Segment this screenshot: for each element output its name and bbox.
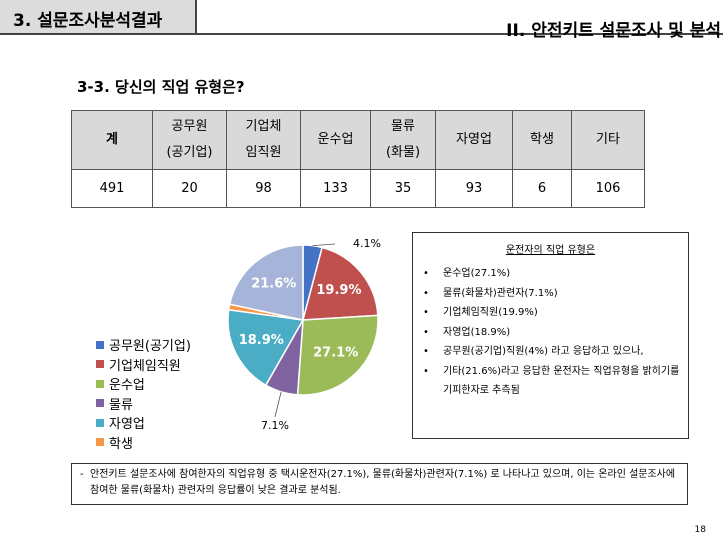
- header-public: 공무원 (공기업): [152, 110, 227, 170]
- summary-item: 기업체임직원(19.9%): [421, 303, 680, 323]
- summary-list: 운수업(27.1%)물류(화물차)관련자(7.1%)기업체임직원(19.9%)자…: [421, 264, 680, 401]
- value-company: 98: [226, 169, 301, 208]
- pie-slice: [227, 308, 305, 387]
- analysis-note: - 안전키트 설문조사에 참여한자의 직업유형 중 택시운전자(27.1%), …: [71, 463, 688, 505]
- value-other: 106: [571, 169, 645, 208]
- question-title: 3-3. 당신의 직업 유형은?: [77, 78, 245, 96]
- header-logistics: 물류 (화물): [370, 110, 436, 170]
- legend-item: 학생: [96, 433, 191, 453]
- legend-label: 학생: [109, 436, 133, 452]
- summary-item: 기타(21.6%)라고 응답한 운전자는 직업유형을 밝히기를 기피한자로 추측…: [421, 362, 680, 401]
- pie-slice: [302, 246, 379, 321]
- legend-label: 기업체임직원: [109, 358, 181, 374]
- pie-data-label: 4.1%: [353, 237, 381, 250]
- value-student: 6: [512, 169, 572, 208]
- pie-slice: [296, 314, 379, 396]
- legend-item: 기업체임직원: [96, 355, 191, 375]
- legend-label: 공무원(공기업): [109, 339, 191, 355]
- value-logistics: 35: [370, 169, 436, 208]
- summary-item: 자영업(18.9%): [421, 323, 680, 343]
- legend-item: 물류: [96, 394, 191, 414]
- chapter-header: II. 안전키트 설문조사 및 분석: [197, 0, 723, 41]
- chapter-title: II. 안전키트 설문조사 및 분석: [506, 21, 721, 41]
- pie-leader-line: [274, 391, 282, 418]
- section-title: 3. 설문조사분석결과: [13, 11, 163, 31]
- summary-item: 공무원(공기업)직원(4%) 라고 응답하고 있으나,: [421, 342, 680, 362]
- legend-item: 운수업: [96, 374, 191, 394]
- legend-swatch: [96, 360, 104, 369]
- legend-label: 물류: [109, 397, 133, 413]
- pie-data-label: 7.1%: [261, 419, 289, 432]
- summary-title: 운전자의 직업 유형은: [505, 245, 596, 256]
- occupation-table: 계 공무원 (공기업) 기업체 임직원 운수업 물류 (화물) 자영업 학생 기타 4…: [71, 110, 645, 208]
- legend-label: 운수업: [109, 378, 145, 394]
- header-transport: 운수업: [300, 110, 371, 170]
- page-number: 18: [694, 525, 706, 535]
- value-total: 491: [71, 169, 153, 208]
- legend-label: 자영업: [109, 417, 145, 433]
- legend-item: 자영업: [96, 413, 191, 433]
- header-self-employed: 자영업: [435, 110, 513, 170]
- note-dash: -: [80, 469, 84, 480]
- summary-item: 물류(화물차)관련자(7.1%): [421, 284, 680, 304]
- header-company: 기업체 임직원: [226, 110, 301, 170]
- legend-swatch: [96, 340, 104, 349]
- legend-swatch: [96, 418, 104, 427]
- legend-swatch: [96, 438, 104, 447]
- pie-slice: [228, 244, 304, 321]
- header-other: 기타: [571, 110, 645, 170]
- header-total: 계: [71, 110, 153, 170]
- value-transport: 133: [300, 169, 371, 208]
- table-header-row: 계 공무원 (공기업) 기업체 임직원 운수업 물류 (화물) 자영업 학생 기타: [71, 110, 645, 170]
- value-public: 20: [152, 169, 227, 208]
- section-header: 3. 설문조사분석결과: [0, 0, 197, 35]
- value-self-employed: 93: [435, 169, 513, 208]
- header-student: 학생: [512, 110, 572, 170]
- table-row: 491 20 98 133 35 93 6 106: [71, 169, 645, 208]
- summary-box: 운전자의 직업 유형은 운수업(27.1%)물류(화물차)관련자(7.1%)기업…: [412, 232, 689, 439]
- summary-item: 운수업(27.1%): [421, 264, 680, 284]
- legend-swatch: [96, 399, 104, 408]
- legend-swatch: [96, 379, 104, 388]
- legend-item: 공무원(공기업): [96, 335, 191, 355]
- note-text: 안전키트 설문조사에 참여한자의 직업유형 중 택시운전자(27.1%), 물류…: [90, 469, 676, 496]
